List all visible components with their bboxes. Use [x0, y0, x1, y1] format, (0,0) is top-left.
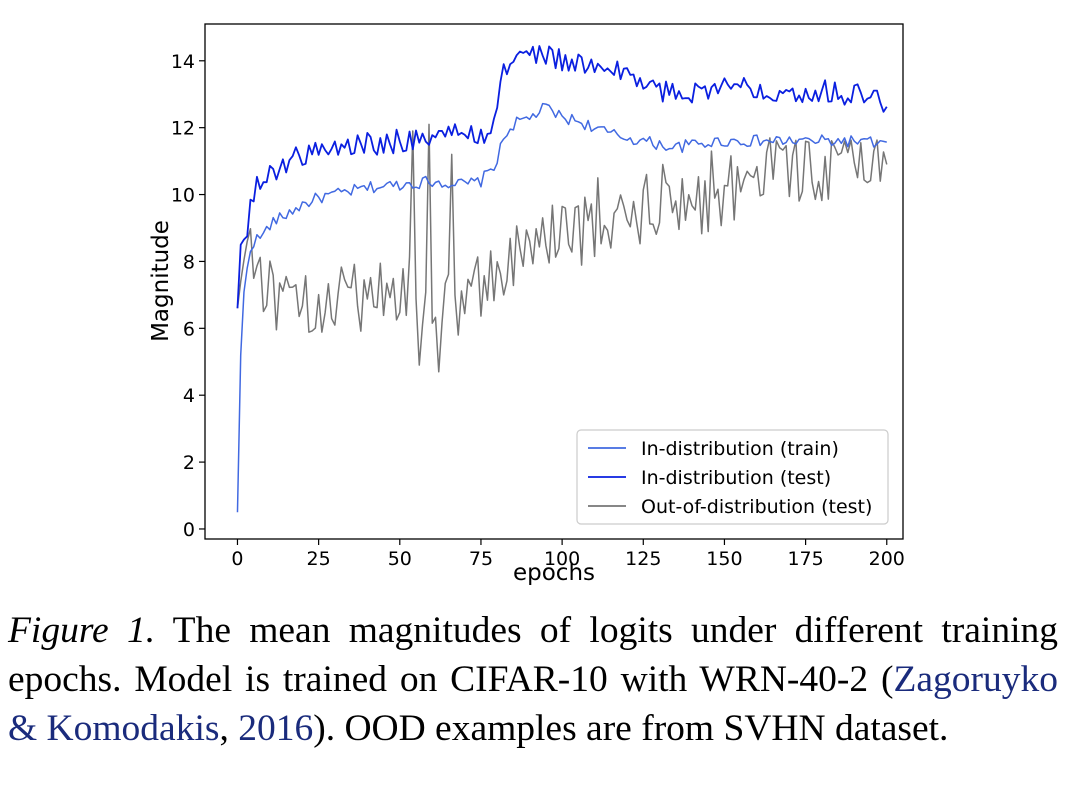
x-axis-label: epochs — [513, 560, 595, 586]
x-tick-label: 100 — [544, 548, 580, 570]
caption-text-2: ). OOD examples are from SVHN dataset. — [313, 708, 949, 749]
legend-entry: In-distribution (train) — [641, 438, 839, 460]
x-tick-label: 125 — [625, 548, 661, 570]
citation-separator: , — [219, 708, 239, 749]
y-axis-label: Magnitude — [148, 220, 174, 342]
y-tick-label: 8 — [183, 251, 195, 273]
series-line-2 — [236, 45, 888, 309]
caption-text-1: The mean magnitudes of logits under diff… — [8, 610, 1058, 700]
figure-label: Figure 1. — [8, 610, 156, 651]
x-tick-label: 150 — [706, 548, 742, 570]
x-tick-label: 25 — [307, 548, 331, 570]
plot-frame — [204, 23, 904, 540]
y-tick-label: 14 — [171, 51, 195, 73]
y-tick-label: 0 — [183, 519, 195, 541]
x-axis: 0 25 50 75 100 125 150 175 200 — [231, 539, 905, 570]
y-tick-label: 4 — [183, 385, 195, 407]
legend-entry: In-distribution (test) — [641, 467, 831, 489]
y-tick-label: 6 — [183, 318, 195, 340]
citation-authors-link[interactable]: Zagoruyko & Komodakis — [8, 659, 1058, 749]
legend-box — [576, 429, 889, 525]
legend: In-distribution (train) In-distribution (… — [576, 429, 889, 525]
y-tick-label: 12 — [171, 118, 195, 140]
y-axis: 0 2 4 6 8 10 12 14 — [171, 51, 205, 541]
plot-lines — [236, 45, 888, 513]
x-tick-label: 200 — [869, 548, 905, 570]
x-tick-label: 50 — [388, 548, 412, 570]
x-tick-label: 75 — [469, 548, 493, 570]
x-tick-label: 0 — [231, 548, 243, 570]
legend-entry: Out-of-distribution (test) — [641, 496, 872, 518]
chart: 0 25 50 75 100 125 150 175 200 0 2 4 6 8 10 12 14 epoch… — [148, 23, 905, 586]
figure-caption: Figure 1. The mean magnitudes of logits … — [8, 606, 1058, 753]
x-tick-label: 175 — [787, 548, 823, 570]
series-line-1 — [236, 102, 887, 513]
y-tick-label: 10 — [171, 185, 195, 207]
citation-year-link[interactable]: 2016 — [238, 708, 314, 749]
series-line-3 — [236, 123, 888, 373]
y-tick-label: 2 — [183, 452, 195, 474]
